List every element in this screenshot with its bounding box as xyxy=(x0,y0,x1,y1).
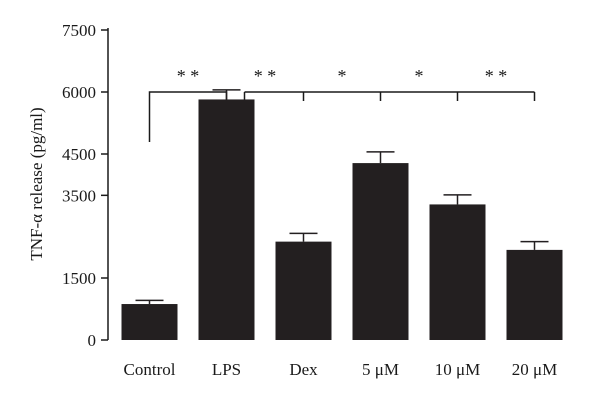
significance-brackets: * * * * * * * * xyxy=(148,66,536,142)
y-tick-label: 3500 xyxy=(62,186,96,205)
bar xyxy=(121,304,178,340)
significance-label: * * xyxy=(485,66,508,86)
x-tick-label: Dex xyxy=(289,360,318,379)
bar xyxy=(429,204,486,340)
x-tick-label: 20 μM xyxy=(512,360,557,379)
bar xyxy=(275,241,332,340)
bars xyxy=(121,89,563,340)
x-tick-label: 10 μM xyxy=(435,360,480,379)
x-axis-labels: Control LPS Dex 5 μM 10 μM 20 μM xyxy=(124,360,558,379)
x-tick-label: LPS xyxy=(212,360,241,379)
y-axis-ticks: 0 1500 3500 4500 6000 7500 xyxy=(62,21,108,350)
significance-label: * xyxy=(338,66,347,86)
y-tick-label: 1500 xyxy=(62,269,96,288)
y-tick-label: 4500 xyxy=(62,145,96,164)
x-tick-label: 5 μM xyxy=(362,360,399,379)
y-axis-title: TNF-α release (pg/ml) xyxy=(27,107,46,260)
y-tick-label: 6000 xyxy=(62,83,96,102)
significance-label: * * xyxy=(177,66,200,86)
y-tick-label: 7500 xyxy=(62,21,96,40)
x-tick-label: Control xyxy=(124,360,176,379)
significance-label: * xyxy=(415,66,424,86)
y-tick-label: 0 xyxy=(88,331,97,350)
significance-label: * * xyxy=(254,66,277,86)
bar xyxy=(352,163,409,340)
bar xyxy=(506,249,563,340)
bar xyxy=(198,99,255,340)
